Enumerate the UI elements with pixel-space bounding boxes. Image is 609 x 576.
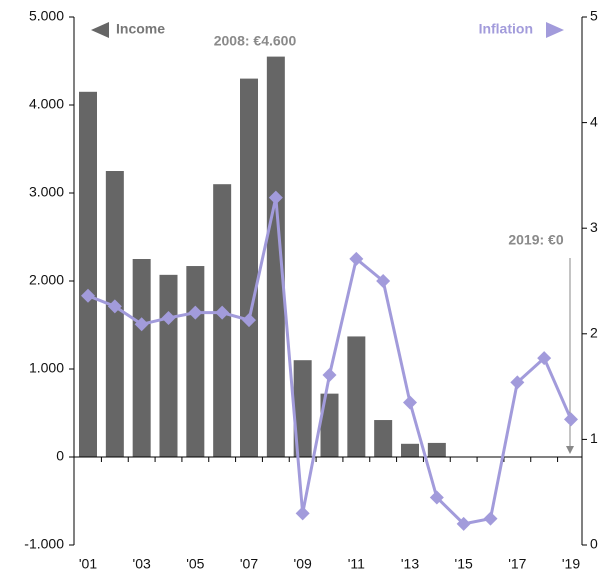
y-tick-label: -1.000 bbox=[24, 536, 64, 552]
y-tick-label: 4.000 bbox=[29, 96, 64, 112]
inflation-marker bbox=[81, 288, 95, 303]
annotation-arrow-head bbox=[566, 446, 574, 454]
x-tick-label: '07 bbox=[240, 556, 258, 572]
bar bbox=[293, 360, 312, 457]
y-tick-label: 2.000 bbox=[29, 272, 64, 288]
y-tick-label: 3.000 bbox=[29, 184, 64, 200]
x-tick-label: '11 bbox=[348, 556, 365, 572]
bar bbox=[320, 393, 339, 457]
bar bbox=[132, 259, 151, 457]
inflation-marker bbox=[537, 351, 552, 366]
inflation-marker bbox=[349, 251, 364, 266]
x-tick-label: '15 bbox=[455, 556, 473, 572]
inflation-marker bbox=[483, 511, 498, 526]
bar bbox=[79, 91, 97, 458]
bar bbox=[374, 420, 393, 457]
last-annotation: 2019: €0 bbox=[508, 232, 563, 248]
y2-tick-label: 2 bbox=[590, 325, 598, 341]
bar bbox=[240, 78, 258, 457]
bar bbox=[401, 443, 419, 457]
inflation-marker bbox=[403, 395, 417, 410]
inflation-marker bbox=[215, 305, 230, 320]
y2-tick-label: 4 bbox=[590, 113, 598, 129]
inflation-marker bbox=[564, 412, 578, 427]
inflation-label: Inflation bbox=[479, 21, 533, 37]
x-tick-label: '13 bbox=[401, 556, 419, 572]
x-tick-label: '01 bbox=[79, 556, 97, 572]
inflation-arrow bbox=[546, 22, 564, 38]
inflation-marker bbox=[161, 310, 176, 325]
bar bbox=[266, 56, 285, 457]
inflation-marker bbox=[107, 299, 122, 314]
x-tick-label: '05 bbox=[186, 556, 204, 572]
inflation-marker bbox=[295, 506, 310, 521]
bar bbox=[159, 274, 178, 457]
bar bbox=[105, 171, 124, 457]
bar bbox=[186, 266, 205, 457]
y2-tick-label: 3 bbox=[590, 219, 598, 235]
inflation-marker bbox=[134, 317, 149, 332]
x-tick-label: '09 bbox=[294, 556, 312, 572]
bar bbox=[427, 442, 446, 457]
y2-tick-label: 0 bbox=[590, 536, 598, 552]
bar bbox=[347, 336, 366, 457]
income-arrow bbox=[91, 22, 109, 38]
inflation-marker bbox=[456, 516, 471, 531]
inflation-marker bbox=[188, 305, 203, 320]
y-tick-label: 1.000 bbox=[29, 360, 64, 376]
inflation-marker bbox=[376, 274, 391, 288]
inflation-marker bbox=[322, 367, 337, 382]
y2-tick-label: 5 bbox=[590, 8, 598, 24]
x-tick-label: '19 bbox=[562, 556, 580, 572]
x-tick-label: '03 bbox=[133, 556, 151, 572]
income-label: Income bbox=[116, 21, 165, 37]
peak-annotation: 2008: €4.600 bbox=[214, 33, 297, 49]
inflation-marker bbox=[510, 375, 525, 390]
y-tick-label: 5.000 bbox=[29, 8, 64, 24]
inflation-marker bbox=[429, 490, 444, 505]
y2-tick-label: 1 bbox=[590, 430, 598, 446]
y-tick-label: 0 bbox=[56, 448, 64, 464]
inflation-marker bbox=[242, 313, 256, 328]
inflation-marker bbox=[268, 190, 283, 205]
bar bbox=[213, 184, 232, 457]
x-tick-label: '17 bbox=[508, 556, 526, 572]
